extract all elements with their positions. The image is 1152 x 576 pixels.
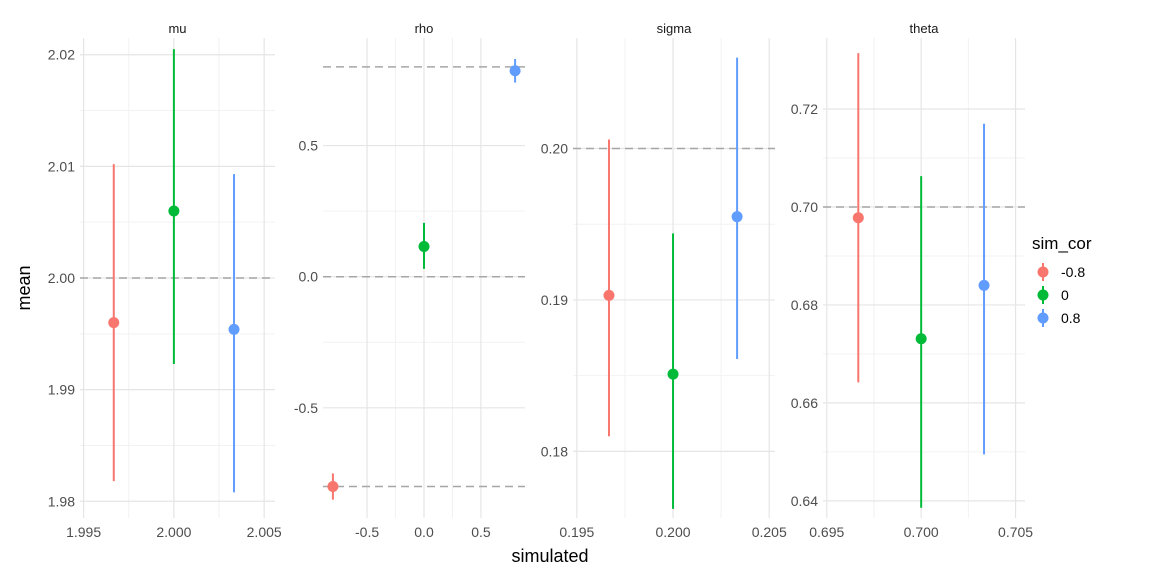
y-tick-label: 0.0 bbox=[299, 269, 319, 285]
data-point-0.8 bbox=[228, 323, 240, 335]
x-tick-label: 0.0 bbox=[414, 524, 434, 540]
legend-key-point bbox=[1037, 312, 1049, 324]
panel-theta: theta 0.695 0.700 0.705 0.64 0.66 0.68 0.70 0.72 bbox=[791, 21, 1034, 540]
data-point-0 bbox=[667, 368, 679, 380]
y-tick-label: 0.20 bbox=[541, 141, 568, 157]
y-tick-label: 2.01 bbox=[48, 158, 75, 174]
x-tick-label: 2.005 bbox=[247, 524, 282, 540]
panels: mu 1.995 2.000 2.005 1.98 1.99 2.00 2.01 2.02 rho… bbox=[48, 21, 1034, 540]
legend-key-point bbox=[1037, 266, 1049, 278]
data-point-0 bbox=[168, 205, 180, 217]
y-axis-title: mean bbox=[14, 265, 34, 310]
data-point-0 bbox=[418, 241, 430, 253]
x-tick-label: 0.195 bbox=[559, 524, 594, 540]
x-tick-label: 0.5 bbox=[471, 524, 491, 540]
x-tick-label: 0.200 bbox=[656, 524, 691, 540]
panel-title-rho: rho bbox=[415, 21, 434, 36]
x-tick-label: 2.000 bbox=[156, 524, 191, 540]
y-tick-label: 0.68 bbox=[791, 297, 818, 313]
x-tick-label: 0.700 bbox=[904, 524, 939, 540]
legend-title: sim_cor bbox=[1032, 234, 1092, 253]
y-tick-label: -0.5 bbox=[294, 400, 318, 416]
y-tick-label: 0.64 bbox=[791, 493, 818, 509]
panel-sigma: sigma 0.195 0.200 0.205 0.18 0.19 0.20 bbox=[541, 21, 787, 540]
y-tick-label: 2.00 bbox=[48, 270, 75, 286]
legend-key-point bbox=[1037, 289, 1049, 301]
legend-label: 0 bbox=[1061, 287, 1069, 303]
legend-label: -0.8 bbox=[1061, 264, 1085, 280]
y-tick-label: 0.5 bbox=[299, 138, 319, 154]
x-tick-label: 0.705 bbox=[998, 524, 1033, 540]
y-tick-label: 0.70 bbox=[791, 199, 818, 215]
y-tick-label: 2.02 bbox=[48, 47, 75, 63]
data-point--0.8 bbox=[603, 289, 615, 301]
panel-title-sigma: sigma bbox=[657, 21, 692, 36]
panel-title-mu: mu bbox=[168, 21, 186, 36]
x-axis-title: simulated bbox=[511, 546, 588, 566]
y-tick-label: 1.99 bbox=[48, 382, 75, 398]
data-point-0.8 bbox=[731, 211, 743, 223]
y-tick-label: 0.19 bbox=[541, 292, 568, 308]
y-tick-label: 1.98 bbox=[48, 493, 75, 509]
x-tick-label: 1.995 bbox=[66, 524, 101, 540]
data-point-0.8 bbox=[509, 65, 521, 77]
data-point--0.8 bbox=[852, 212, 864, 224]
legend-label: 0.8 bbox=[1061, 310, 1081, 326]
y-tick-label: 0.18 bbox=[541, 443, 568, 459]
panel-title-theta: theta bbox=[910, 21, 940, 36]
panel-rho: rho -0.5 0.0 0.5 -0.5 0.0 0.5 bbox=[294, 21, 525, 540]
panel-mu: mu 1.995 2.000 2.005 1.98 1.99 2.00 2.01 2.02 bbox=[48, 21, 282, 540]
data-point--0.8 bbox=[327, 481, 339, 493]
y-tick-label: 0.66 bbox=[791, 395, 818, 411]
x-tick-label: 0.205 bbox=[752, 524, 787, 540]
x-tick-label: -0.5 bbox=[355, 524, 379, 540]
y-tick-label: 0.72 bbox=[791, 101, 818, 117]
data-point-0.8 bbox=[978, 279, 990, 291]
x-tick-label: 0.695 bbox=[809, 524, 844, 540]
legend: sim_cor -0.8 0 0.8 bbox=[1032, 234, 1092, 327]
data-point-0 bbox=[915, 333, 927, 345]
data-point--0.8 bbox=[108, 317, 120, 329]
